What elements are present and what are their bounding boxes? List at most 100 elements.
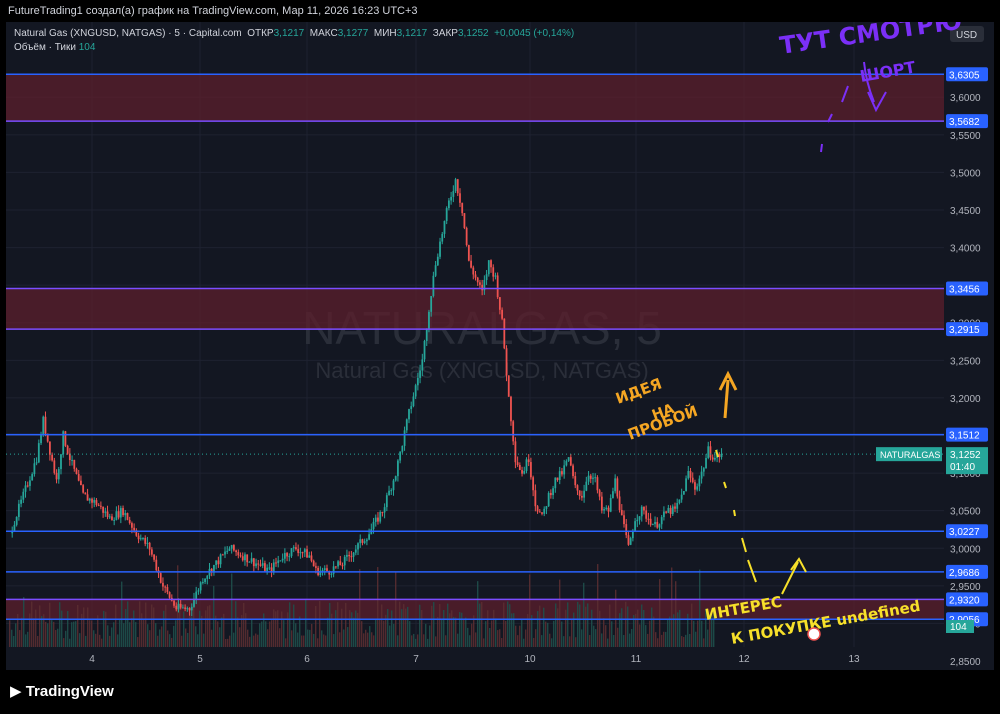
volume-bar bbox=[79, 633, 81, 647]
volume-bar bbox=[171, 637, 173, 647]
volume-bar bbox=[497, 630, 499, 647]
symbol-tag[interactable] bbox=[876, 447, 942, 462]
volume-bar bbox=[179, 603, 181, 647]
volume-bar bbox=[35, 609, 37, 647]
level-tag[interactable] bbox=[946, 427, 988, 442]
candle bbox=[636, 519, 639, 522]
volume-bar bbox=[345, 602, 347, 647]
volume-bar bbox=[571, 619, 573, 647]
currency-badge[interactable] bbox=[950, 26, 984, 42]
volume-bar bbox=[663, 631, 665, 647]
volume-bar bbox=[25, 634, 27, 647]
candle bbox=[15, 516, 18, 525]
volume-bar bbox=[45, 621, 47, 647]
chart-frame[interactable]: NATURALGAS, 5Natural Gas (XNGUSD, NATGAS… bbox=[6, 22, 994, 670]
volume-bar bbox=[93, 630, 95, 647]
candle bbox=[292, 547, 295, 549]
symbol-title[interactable]: Natural Gas (XNGUSD, NATGAS) · 5 · Capit… bbox=[14, 28, 242, 39]
volume-bar bbox=[251, 618, 253, 647]
candle bbox=[377, 517, 379, 522]
tradingview-logo[interactable]: ▶ TradingView bbox=[10, 682, 114, 700]
candle bbox=[159, 573, 162, 583]
candle bbox=[569, 457, 572, 466]
candle bbox=[146, 542, 149, 544]
volume-bar bbox=[599, 610, 601, 647]
volume-bar bbox=[611, 621, 613, 647]
candle bbox=[459, 193, 461, 203]
candle bbox=[29, 480, 31, 486]
candle bbox=[474, 274, 477, 278]
candle bbox=[122, 508, 124, 516]
candle bbox=[188, 608, 191, 611]
volume-bar bbox=[457, 633, 459, 647]
volume-bar bbox=[553, 620, 555, 647]
candle bbox=[166, 587, 169, 593]
high-value: 3,1277 bbox=[337, 28, 369, 39]
last-price-tag[interactable] bbox=[946, 447, 988, 475]
volume-tag[interactable] bbox=[946, 620, 974, 633]
volume-bar bbox=[387, 609, 389, 647]
level-tag[interactable] bbox=[946, 524, 988, 539]
volume-bar bbox=[59, 602, 61, 647]
annotation-idea-2: НА bbox=[650, 401, 677, 424]
candle bbox=[645, 510, 648, 519]
level-tag[interactable] bbox=[946, 322, 988, 337]
level-tag[interactable] bbox=[946, 114, 988, 129]
volume-bar bbox=[183, 611, 185, 647]
volume-bar bbox=[443, 609, 445, 647]
candle bbox=[162, 582, 164, 587]
candle bbox=[348, 554, 351, 557]
y-tick-label: 3,5000 bbox=[950, 168, 981, 179]
candle bbox=[104, 511, 107, 513]
volume-bar bbox=[243, 602, 245, 647]
volume-bar bbox=[187, 632, 189, 647]
candle bbox=[102, 506, 104, 513]
candle bbox=[581, 495, 583, 498]
volume-bar bbox=[709, 609, 711, 647]
annotation-dots bbox=[820, 85, 849, 153]
volume-bar bbox=[301, 635, 303, 647]
volume-bar bbox=[637, 609, 639, 647]
candle bbox=[33, 463, 36, 475]
volume-bar bbox=[193, 602, 195, 647]
us-flag-icon[interactable] bbox=[807, 627, 821, 641]
volume-bar bbox=[623, 635, 625, 647]
candle bbox=[425, 329, 428, 341]
volume-bar bbox=[635, 613, 637, 647]
volume-bar bbox=[67, 610, 69, 647]
candle bbox=[487, 260, 490, 275]
candle bbox=[150, 549, 153, 555]
volume-bar bbox=[385, 614, 387, 647]
level-tag[interactable] bbox=[946, 281, 988, 296]
candle bbox=[288, 556, 291, 558]
candle bbox=[507, 375, 510, 397]
candle bbox=[656, 521, 659, 528]
volume-bar bbox=[89, 620, 91, 647]
volume-bar bbox=[411, 635, 413, 647]
volume-bar bbox=[557, 608, 559, 647]
volume-bar bbox=[453, 616, 455, 647]
candle bbox=[416, 377, 419, 386]
candle bbox=[82, 485, 85, 493]
x-tick-label: 4 bbox=[89, 654, 95, 665]
candle bbox=[357, 543, 359, 550]
level-tag[interactable] bbox=[946, 564, 988, 579]
candle bbox=[587, 475, 590, 482]
level-tag[interactable] bbox=[946, 592, 988, 607]
candle bbox=[614, 478, 617, 492]
candle bbox=[42, 416, 45, 436]
time-axis[interactable] bbox=[6, 647, 944, 670]
price-chart[interactable]: NATURALGAS, 5Natural Gas (XNGUSD, NATGAS… bbox=[6, 22, 994, 670]
candle bbox=[210, 568, 213, 573]
price-axis[interactable] bbox=[944, 22, 994, 670]
volume-bar bbox=[461, 612, 463, 647]
candle bbox=[308, 555, 311, 558]
volume-bar bbox=[155, 623, 157, 647]
volume-bar bbox=[389, 625, 391, 647]
level-tag[interactable] bbox=[946, 67, 988, 82]
volume-bar bbox=[327, 617, 329, 647]
volume-bar bbox=[269, 621, 271, 647]
volume-legend[interactable]: Объём · Тики 104 bbox=[14, 42, 95, 53]
volume-bar bbox=[87, 607, 89, 647]
volume-bar bbox=[445, 635, 447, 647]
